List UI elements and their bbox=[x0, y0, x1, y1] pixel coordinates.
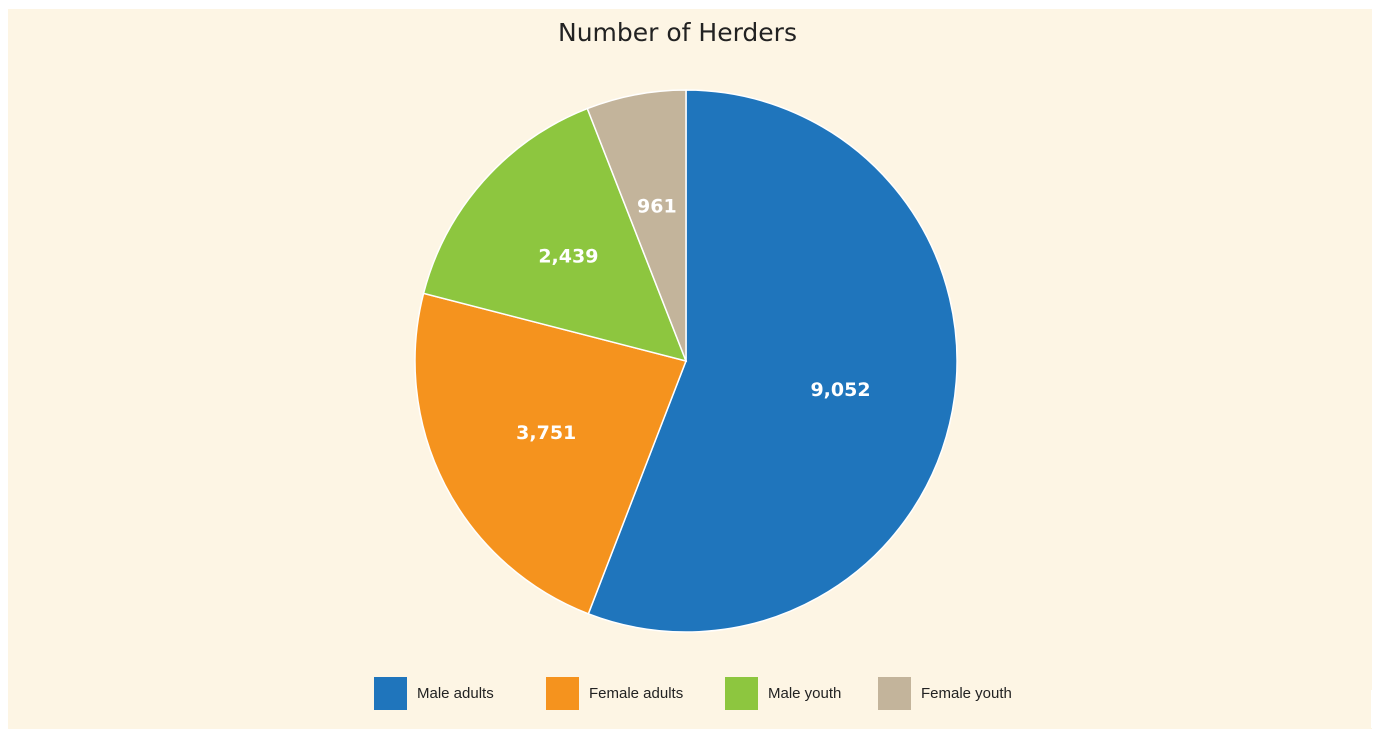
data-label-male-youth: 2,439 bbox=[538, 246, 598, 268]
legend-item-female-youth[interactable]: Female youth bbox=[878, 676, 1012, 710]
legend-label-female-adults: Female adults bbox=[589, 684, 684, 702]
data-label-female-adults: 3,751 bbox=[516, 422, 576, 444]
pie-slice-male-youth[interactable] bbox=[422, 107, 688, 363]
legend-label-male-youth: Male youth bbox=[768, 684, 842, 702]
legend: Male adults Female adults Male youth Fem… bbox=[0, 676, 1375, 710]
legend-label-male-adults: Male adults bbox=[417, 684, 494, 702]
pie-slice-female-youth[interactable] bbox=[586, 89, 687, 362]
legend-item-female-adults[interactable]: Female adults bbox=[546, 676, 683, 710]
legend-swatch-female-adults bbox=[546, 676, 579, 710]
data-label-female-youth: 961 bbox=[637, 196, 677, 218]
legend-swatch-female-youth bbox=[878, 676, 911, 710]
pie-slice-male-adults[interactable] bbox=[587, 89, 958, 633]
legend-swatch-male-adults bbox=[374, 676, 407, 710]
pie-slices bbox=[414, 89, 958, 633]
corner-mark bbox=[1371, 690, 1375, 728]
legend-item-male-adults[interactable]: Male adults bbox=[374, 676, 494, 710]
chart-title: Number of Herders bbox=[558, 18, 797, 47]
legend-swatch-male-youth bbox=[725, 676, 758, 710]
legend-label-female-youth: Female youth bbox=[921, 684, 1012, 702]
legend-item-male-youth[interactable]: Male youth bbox=[725, 676, 841, 710]
pie-data-labels: 9,052 3,751 2,439 961 bbox=[516, 196, 870, 444]
pie-slice-female-adults[interactable] bbox=[414, 292, 688, 615]
data-label-male-adults: 9,052 bbox=[810, 379, 870, 401]
